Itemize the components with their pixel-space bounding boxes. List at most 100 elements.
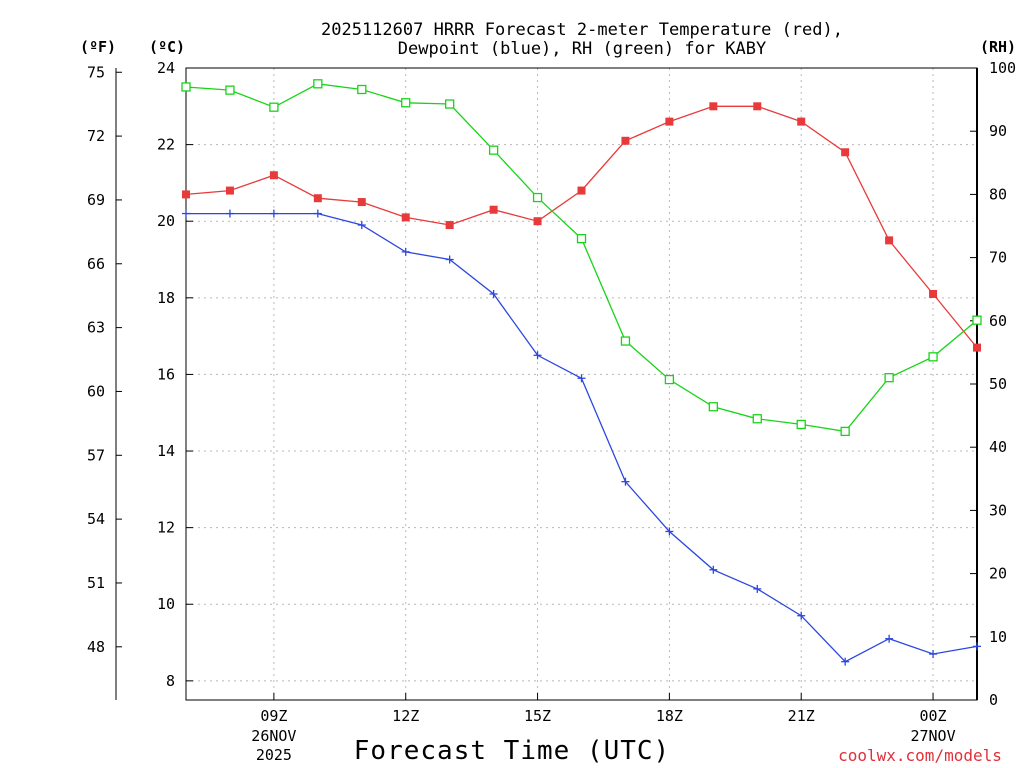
rh-tick-label: 40 [989, 438, 1007, 456]
rh-unit-label: (RH) [980, 38, 1016, 56]
series-layer [181, 79, 982, 666]
celsius-unit-label: (ºC) [149, 38, 185, 56]
data-point [445, 255, 454, 264]
x-tick-date-label: 27NOV [910, 727, 955, 745]
data-point [973, 343, 981, 352]
data-point [401, 98, 411, 108]
series-dewpoint [182, 209, 981, 666]
data-point [489, 205, 498, 214]
data-point [709, 102, 718, 111]
data-point [929, 289, 938, 298]
celsius-tick-label: 22 [157, 136, 175, 154]
data-point [225, 85, 235, 95]
data-point [577, 186, 586, 195]
x-tick-label: 00Z [920, 707, 947, 725]
x-axis-title: Forecast Time (UTC) [354, 736, 670, 766]
data-point [665, 527, 674, 536]
data-point [445, 99, 455, 109]
rh-tick-label: 80 [989, 185, 1007, 203]
x-tick-label: 21Z [788, 707, 815, 725]
data-point [445, 221, 454, 230]
fahrenheit-tick-label: 48 [87, 638, 105, 656]
celsius-tick-label: 12 [157, 519, 175, 537]
rh-tick-label: 70 [989, 249, 1007, 267]
data-point [665, 117, 674, 126]
celsius-tick-label: 24 [157, 59, 175, 77]
rh-tick-label: 20 [989, 565, 1007, 583]
data-point [621, 136, 630, 145]
plot-frame [185, 67, 978, 701]
series-line [186, 212, 978, 663]
data-point [928, 352, 938, 362]
x-tick-year-label: 2025 [256, 746, 292, 764]
data-point [269, 171, 278, 180]
grid-lines [186, 67, 977, 700]
data-point [225, 209, 234, 218]
data-point [841, 657, 850, 666]
data-point [620, 336, 631, 346]
celsius-tick-label: 20 [157, 212, 175, 230]
fahrenheit-tick-label: 60 [87, 382, 105, 400]
rh-tick-label: 90 [989, 122, 1007, 140]
data-point [621, 477, 630, 486]
data-point [577, 374, 586, 383]
data-point [885, 634, 894, 643]
fahrenheit-tick-label: 72 [87, 127, 105, 145]
data-point [709, 565, 718, 574]
x-tick-label: 15Z [524, 707, 551, 725]
fahrenheit-tick-label: 75 [87, 63, 105, 81]
data-point [884, 373, 894, 383]
celsius-tick-label: 18 [157, 289, 175, 307]
x-tick-label: 09Z [260, 707, 287, 725]
rh-tick-label: 30 [989, 501, 1007, 519]
data-point [313, 194, 322, 203]
data-point [357, 198, 366, 207]
x-tick-date-label: 26NOV [251, 727, 296, 745]
data-point [796, 419, 806, 430]
data-point [664, 374, 675, 385]
data-point [401, 247, 410, 256]
data-point [488, 145, 499, 155]
celsius-tick-label: 8 [166, 672, 175, 690]
data-point [182, 190, 190, 199]
series-temperature [182, 102, 981, 352]
data-point [313, 209, 322, 218]
data-point [708, 402, 718, 412]
data-point [182, 209, 190, 218]
data-point [576, 233, 587, 244]
data-point [797, 611, 806, 620]
data-point [532, 192, 543, 203]
data-point [269, 102, 279, 112]
data-point [181, 82, 191, 92]
celsius-tick-label: 16 [157, 365, 175, 383]
data-point [841, 148, 850, 157]
data-point [357, 221, 366, 230]
axes: 8 10 12 14 16 18 20 22 24 48 51 54 57 60 63 66 69 72 75 0 10… [87, 59, 1016, 764]
data-point [533, 351, 542, 360]
fahrenheit-tick-label: 63 [87, 319, 105, 337]
rh-tick-label: 50 [989, 375, 1007, 393]
data-point [753, 584, 762, 593]
data-point [885, 236, 894, 245]
data-point [357, 84, 367, 95]
celsius-tick-label: 14 [157, 442, 175, 460]
data-point [753, 102, 762, 111]
data-point [797, 117, 806, 126]
data-point [533, 217, 542, 226]
fahrenheit-tick-label: 66 [87, 255, 105, 273]
fahrenheit-tick-label: 69 [87, 191, 105, 209]
rh-tick-label: 60 [989, 312, 1007, 330]
data-point [752, 414, 762, 424]
data-point [929, 650, 938, 659]
celsius-tick-label: 10 [157, 595, 175, 613]
chart-title-line2: Dewpoint (blue), RH (green) for KABY [398, 39, 766, 59]
data-point [840, 426, 850, 437]
rh-tick-label: 10 [989, 628, 1007, 646]
data-point [225, 186, 234, 195]
data-point [401, 213, 410, 222]
x-tick-label: 12Z [392, 707, 419, 725]
chart-title-line1: 2025112607 HRRR Forecast 2-meter Tempera… [321, 20, 843, 40]
fahrenheit-tick-label: 51 [87, 574, 105, 592]
fahrenheit-tick-label: 54 [87, 510, 105, 528]
